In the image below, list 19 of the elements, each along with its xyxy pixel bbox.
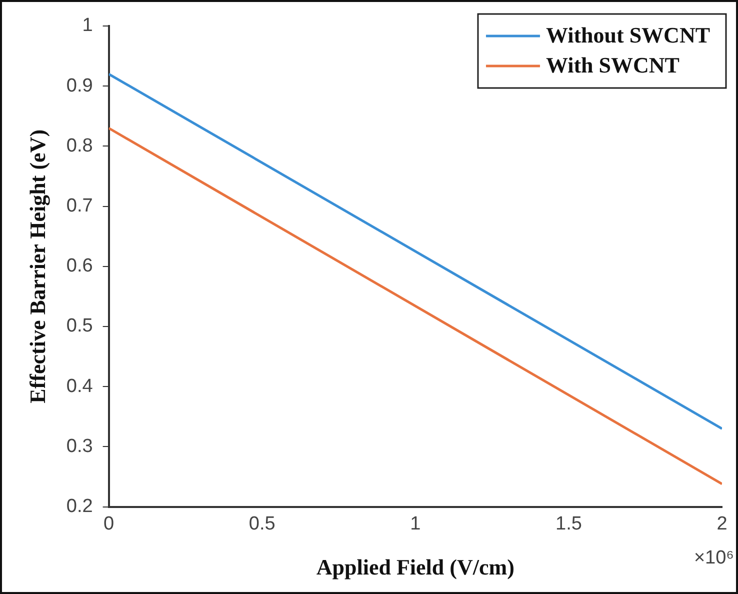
y-tick-label: 0.5 — [66, 316, 93, 337]
x-tick-label: 0 — [104, 513, 114, 534]
y-tick-label: 0.4 — [66, 376, 94, 397]
y-tick-label: 0.8 — [66, 135, 93, 156]
y-axis-title: Effective Barrier Height (eV) — [24, 129, 50, 404]
x-axis-title: Applied Field (V/cm) — [316, 554, 514, 580]
text: ×10⁶ — [694, 548, 734, 569]
y-tick-label: 0.7 — [66, 196, 93, 217]
x-tick-label: 1.5 — [555, 513, 582, 534]
legend-label: Without SWCNT — [546, 22, 710, 48]
y-tick-label: 0.9 — [66, 75, 93, 96]
x-tick-label: 2 — [716, 513, 728, 534]
y-tick-label: 0.3 — [66, 436, 93, 457]
y-tick-label: 0.6 — [66, 256, 93, 277]
legend-label: With SWCNT — [546, 52, 680, 78]
y-tick-label: 0.2 — [66, 496, 93, 518]
y-tick-label: 1 — [82, 15, 93, 36]
x-tick-label: 1 — [410, 513, 421, 534]
x-tick-label: 0.5 — [248, 513, 276, 534]
